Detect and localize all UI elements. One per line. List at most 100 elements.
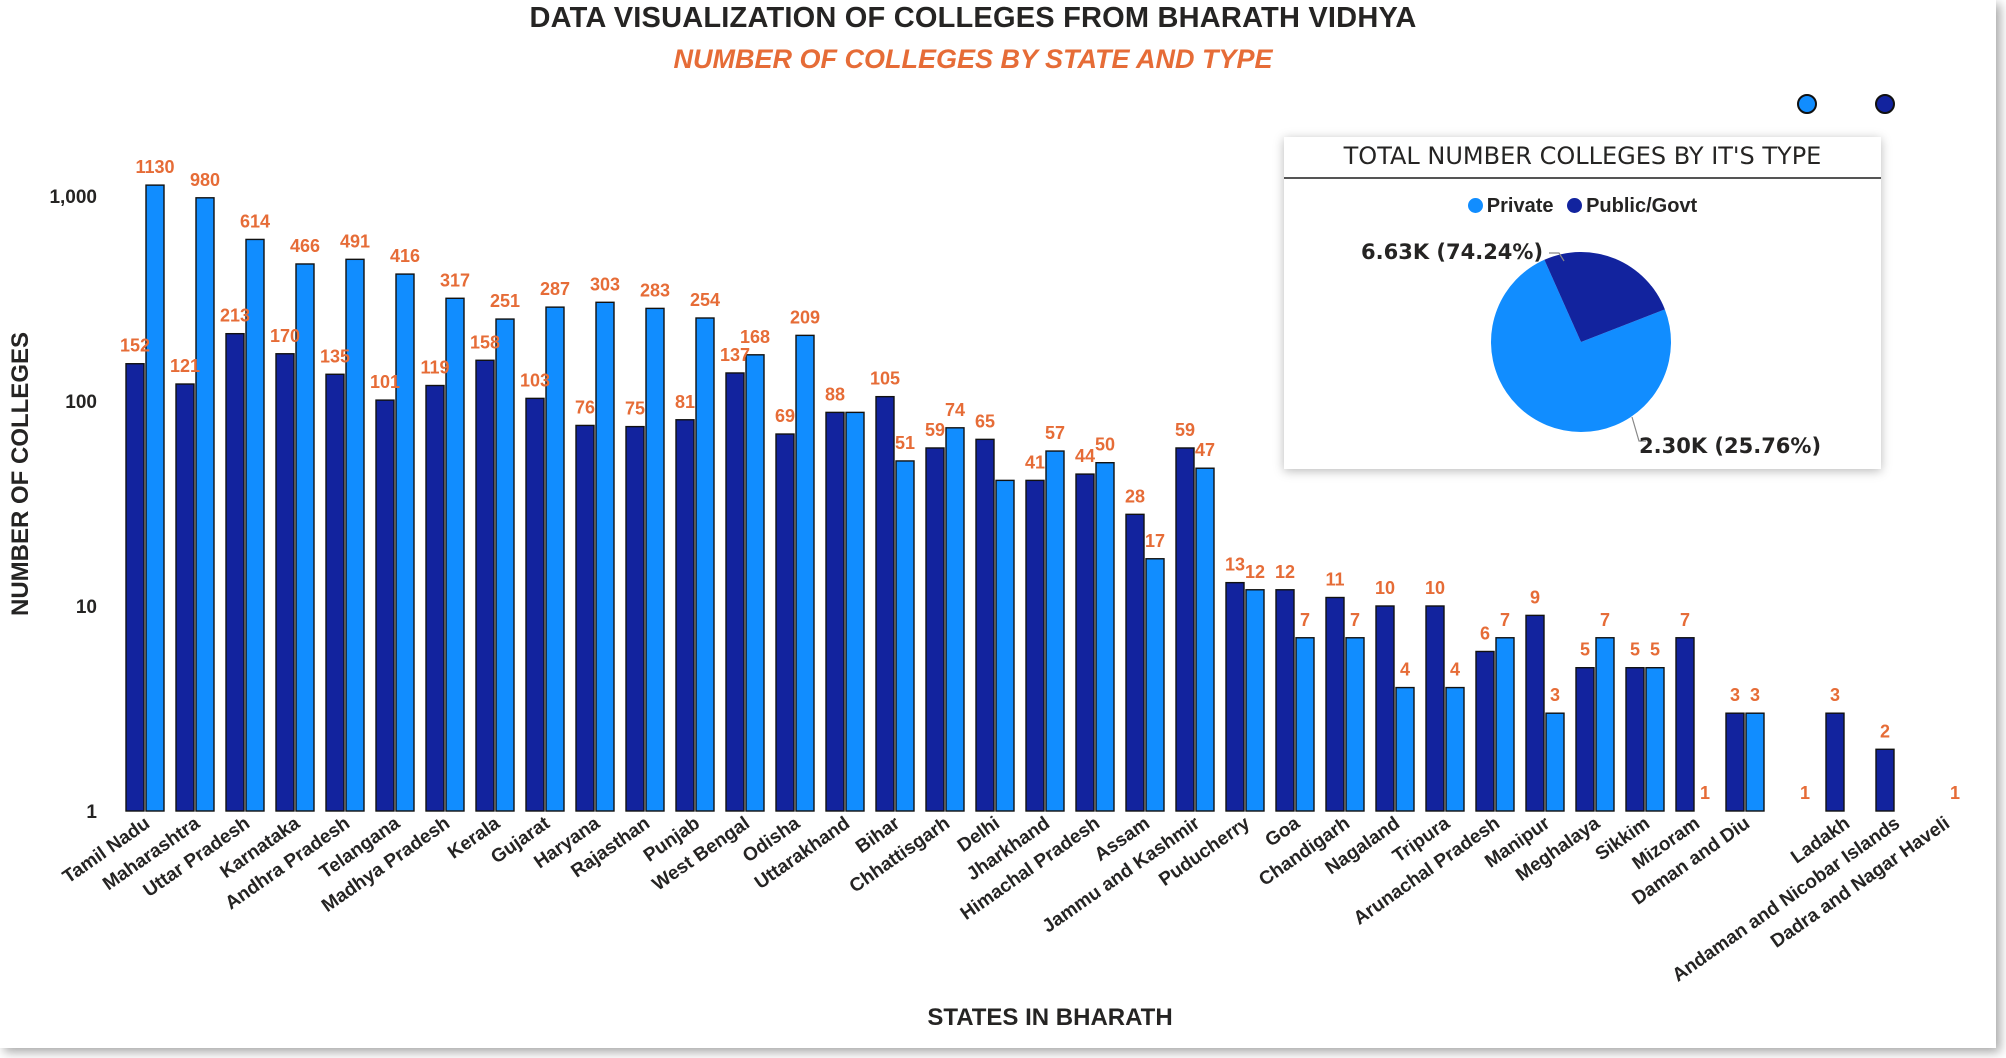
data-label-public-govt: 7 xyxy=(1680,610,1690,630)
bar-private xyxy=(1295,637,1315,812)
legend-item-public[interactable]: Public/Govt xyxy=(1567,195,1697,217)
pie-slice-public-govt[interactable] xyxy=(1544,252,1665,342)
bar-public-govt xyxy=(1825,712,1845,812)
y-tick-label: 1 xyxy=(86,802,97,823)
bar-private xyxy=(1045,450,1065,812)
bar-public-govt xyxy=(175,383,195,812)
bar-public-govt xyxy=(525,397,545,812)
legend-item-private[interactable]: Private xyxy=(1467,195,1559,217)
private-filter-dot[interactable] xyxy=(1797,94,1817,114)
data-label-private: 51 xyxy=(895,433,915,453)
data-label-public-govt: 101 xyxy=(370,372,400,392)
bar-private xyxy=(995,479,1015,812)
bar-public-govt xyxy=(825,411,845,812)
bar-private xyxy=(1495,637,1515,812)
bar-public-govt xyxy=(575,424,595,812)
bar-private xyxy=(1645,667,1665,812)
bar-private xyxy=(395,273,415,812)
data-label-public-govt: 76 xyxy=(575,397,595,417)
public-filter-dot[interactable] xyxy=(1875,94,1895,114)
data-label-private: 17 xyxy=(1145,531,1165,551)
data-label-public-govt: 135 xyxy=(320,346,350,366)
bar-private xyxy=(845,411,865,812)
bar-public-govt xyxy=(1375,605,1395,812)
bar-public-govt xyxy=(925,447,945,812)
legend-swatch-public xyxy=(1567,198,1583,213)
data-label-private: 57 xyxy=(1045,423,1065,443)
bar-public-govt xyxy=(725,372,745,812)
data-label-private: 614 xyxy=(240,211,270,231)
bar-public-govt xyxy=(1225,581,1245,812)
data-label-private: 317 xyxy=(440,270,470,290)
y-tick-label: 100 xyxy=(65,392,97,413)
data-label-private: 7 xyxy=(1600,610,1610,630)
page-subtitle: NUMBER OF COLLEGES BY STATE AND TYPE xyxy=(673,44,1273,74)
bar-private xyxy=(645,307,665,812)
bar-public-govt xyxy=(975,438,995,812)
bar-public-govt xyxy=(1575,667,1595,812)
data-label-public-govt: 103 xyxy=(520,370,550,390)
data-label-private: 4 xyxy=(1450,660,1460,680)
data-label-private: 50 xyxy=(1095,435,1115,455)
bar-private xyxy=(1345,637,1365,812)
data-label-public-govt: 5 xyxy=(1630,640,1640,660)
data-label-private: 1 xyxy=(1950,783,1960,803)
page-title: DATA VISUALIZATION OF COLLEGES FROM BHAR… xyxy=(529,2,1417,34)
bar-public-govt xyxy=(475,359,495,812)
bar-private xyxy=(1445,686,1465,812)
data-label-public-govt: 12 xyxy=(1275,562,1295,582)
data-label-public-govt: 59 xyxy=(1175,420,1195,440)
x-axis-title: STATES IN BHARATH xyxy=(927,1004,1172,1031)
bar-private xyxy=(345,258,365,812)
bar-private xyxy=(145,184,165,812)
bar-private xyxy=(945,427,965,812)
bar-private xyxy=(745,354,765,812)
bar-public-govt xyxy=(1625,667,1645,812)
data-label-public-govt: 213 xyxy=(220,306,250,326)
data-label-public-govt: 44 xyxy=(1075,446,1095,466)
pie-leader-private xyxy=(1549,252,1565,262)
legend-label-private: Private xyxy=(1486,195,1554,217)
data-label-private: 303 xyxy=(590,274,620,294)
data-label-private: 47 xyxy=(1195,440,1215,460)
data-label-private: 1 xyxy=(1700,783,1710,803)
pie-slice-private[interactable] xyxy=(1491,259,1671,432)
data-label-public-govt: 105 xyxy=(870,369,900,389)
pie-legend: Private Public/Govt xyxy=(1284,195,1881,218)
data-label-public-govt: 152 xyxy=(120,336,150,356)
legend-swatch-private xyxy=(1467,198,1483,213)
bar-public-govt xyxy=(375,399,395,812)
data-label-private: 466 xyxy=(290,236,320,256)
bar-public-govt xyxy=(1275,589,1295,812)
data-label-private: 3 xyxy=(1550,685,1560,705)
bar-private xyxy=(1095,462,1115,812)
data-label-public-govt: 41 xyxy=(1025,452,1045,472)
data-label-private: 74 xyxy=(945,400,965,420)
bar-private xyxy=(245,238,265,812)
data-label-private: 7 xyxy=(1500,610,1510,630)
data-label-public-govt: 2 xyxy=(1880,721,1890,741)
bar-private xyxy=(795,334,815,812)
bar-public-govt xyxy=(675,419,695,812)
bar-private xyxy=(695,317,715,812)
data-label-public-govt: 170 xyxy=(270,326,300,346)
bar-public-govt xyxy=(1025,479,1045,812)
bar-public-govt xyxy=(775,433,795,812)
data-label-private: 254 xyxy=(690,290,720,310)
bar-public-govt xyxy=(625,425,645,812)
data-label-public-govt: 119 xyxy=(420,358,449,378)
pie-chart-card: TOTAL NUMBER COLLEGES BY IT'S TYPE Priva… xyxy=(1284,137,1881,469)
bar-public-govt xyxy=(1475,650,1495,812)
bar-private xyxy=(1395,686,1415,812)
data-label-public-govt: 5 xyxy=(1580,640,1590,660)
bar-public-govt xyxy=(425,384,445,812)
bar-public-govt xyxy=(1075,473,1095,812)
bar-public-govt xyxy=(1325,596,1345,812)
y-tick-label: 1,000 xyxy=(49,187,97,208)
data-label-public-govt: 137 xyxy=(720,345,750,365)
pie-label-private: 6.63K (74.24%) xyxy=(1361,240,1544,264)
data-label-private: 287 xyxy=(540,279,570,299)
data-label-public-govt: 65 xyxy=(975,411,995,431)
bar-public-govt xyxy=(225,332,245,812)
